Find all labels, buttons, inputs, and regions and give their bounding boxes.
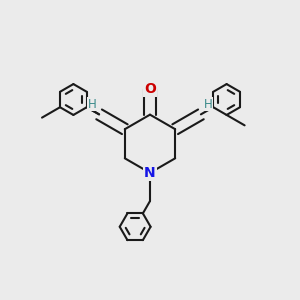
Text: H: H [88, 98, 97, 111]
Text: N: N [144, 166, 156, 180]
Text: O: O [144, 82, 156, 95]
Text: H: H [203, 98, 212, 111]
